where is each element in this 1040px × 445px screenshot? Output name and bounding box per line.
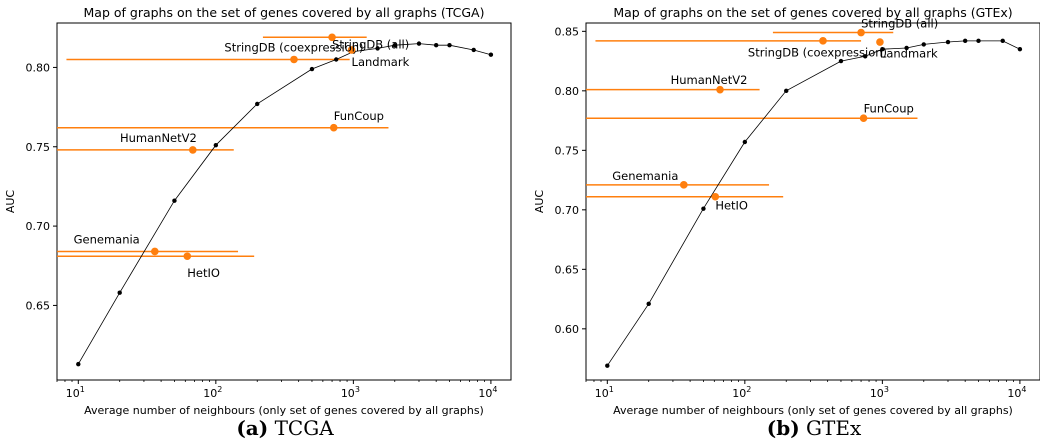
baseline-point — [309, 66, 315, 72]
axes-frame — [585, 22, 1040, 381]
x-axis-label: Average number of neighbours (only set o… — [613, 404, 1013, 417]
baseline-point — [862, 54, 868, 59]
baseline-point — [784, 88, 789, 94]
network-label: Genemania — [74, 233, 140, 247]
network-point — [189, 146, 197, 154]
baseline-line — [77, 43, 492, 365]
x-tick-label: 103 — [341, 385, 360, 400]
baseline-point — [880, 46, 885, 52]
baseline-point — [962, 38, 968, 44]
y-tick-label: 0.65 — [555, 263, 580, 276]
network-label: Landmark — [352, 55, 410, 69]
x-tick-label: 104 — [478, 385, 497, 400]
network-point — [716, 85, 724, 94]
y-tick-label: 0.80 — [555, 85, 580, 98]
network-label: StringDB (all) — [861, 17, 938, 31]
network-label: HumanNetV2 — [671, 73, 748, 87]
x-tick-label: 101 — [66, 385, 85, 400]
plot-title: Map of graphs on the set of genes covere… — [613, 5, 1012, 20]
y-tick-label: 0.65 — [26, 299, 51, 312]
x-tick-label: 104 — [1007, 385, 1026, 400]
baseline-point — [1017, 46, 1023, 52]
network-label: FunCoup — [334, 109, 384, 123]
baseline-point — [838, 58, 844, 64]
x-tick-label: 103 — [870, 385, 889, 400]
subfigure-caption: (b) GTEx — [767, 416, 862, 440]
network-point — [711, 192, 720, 201]
network-label: Landmark — [880, 47, 938, 61]
network-label: StringDB (coexpression) — [224, 41, 363, 55]
baseline-point — [172, 198, 177, 203]
baseline-point — [646, 301, 651, 307]
baseline-point — [447, 43, 452, 48]
baseline-point — [375, 46, 380, 51]
network-point — [290, 55, 298, 64]
data-area — [586, 28, 1023, 368]
y-tick-label: 0.75 — [555, 144, 580, 157]
axes-frame — [56, 22, 512, 381]
baseline-point — [433, 43, 439, 48]
x-tick-label: 101 — [595, 385, 614, 400]
baseline-point — [921, 42, 926, 47]
y-tick-label: 0.80 — [26, 61, 51, 74]
network-label: FunCoup — [864, 101, 914, 115]
network-point — [857, 28, 865, 37]
x-axis-label: Average number of neighbours (only set o… — [84, 404, 484, 417]
subfigure-caption: (a) TCGA — [236, 416, 334, 440]
x-tick-label: 102 — [203, 385, 222, 400]
network-point — [329, 123, 338, 132]
network-point — [680, 181, 688, 189]
plot-panel-2: Map of graphs on the set of genes covere… — [533, 5, 1040, 440]
baseline-point — [471, 47, 476, 53]
x-tick-label: 102 — [732, 385, 751, 400]
network-point — [819, 37, 827, 45]
baseline-point — [117, 290, 122, 295]
network-point — [151, 247, 159, 256]
y-tick-label: 0.70 — [555, 204, 580, 217]
network-label: HetIO — [187, 266, 220, 280]
network-point — [183, 252, 192, 261]
baseline-point — [213, 142, 219, 148]
y-axis-label: AUC — [4, 190, 17, 214]
network-label: StringDB (all) — [332, 37, 409, 51]
y-tick-label: 0.60 — [555, 323, 580, 336]
network-label: StringDB (coexpression) — [748, 46, 887, 60]
baseline-point — [255, 101, 260, 107]
plot-title: Map of graphs on the set of genes covere… — [84, 5, 485, 20]
baseline-point — [416, 41, 422, 46]
network-label: HetIO — [715, 199, 748, 213]
baseline-point — [1000, 38, 1005, 44]
baseline-point — [333, 57, 339, 62]
baseline-point — [945, 39, 951, 45]
baseline-point — [701, 206, 706, 211]
baseline-point — [976, 38, 981, 44]
y-tick-label: 0.85 — [555, 25, 580, 38]
data-area — [57, 33, 494, 367]
network-point — [876, 38, 884, 46]
baseline-point — [605, 363, 610, 368]
baseline-point — [742, 139, 748, 145]
y-tick-label: 0.75 — [26, 141, 51, 154]
network-point — [347, 46, 356, 54]
network-point — [328, 33, 336, 42]
network-label: Genemania — [612, 169, 678, 183]
network-point — [859, 114, 868, 122]
baseline-point — [392, 43, 397, 48]
baseline-point — [904, 45, 909, 51]
baseline-point — [76, 361, 81, 367]
y-tick-label: 0.70 — [26, 220, 51, 233]
plot-panel-1: Map of graphs on the set of genes covere… — [4, 5, 512, 440]
baseline-point — [488, 52, 494, 57]
y-axis-label: AUC — [533, 190, 546, 214]
network-label: HumanNetV2 — [120, 131, 197, 145]
